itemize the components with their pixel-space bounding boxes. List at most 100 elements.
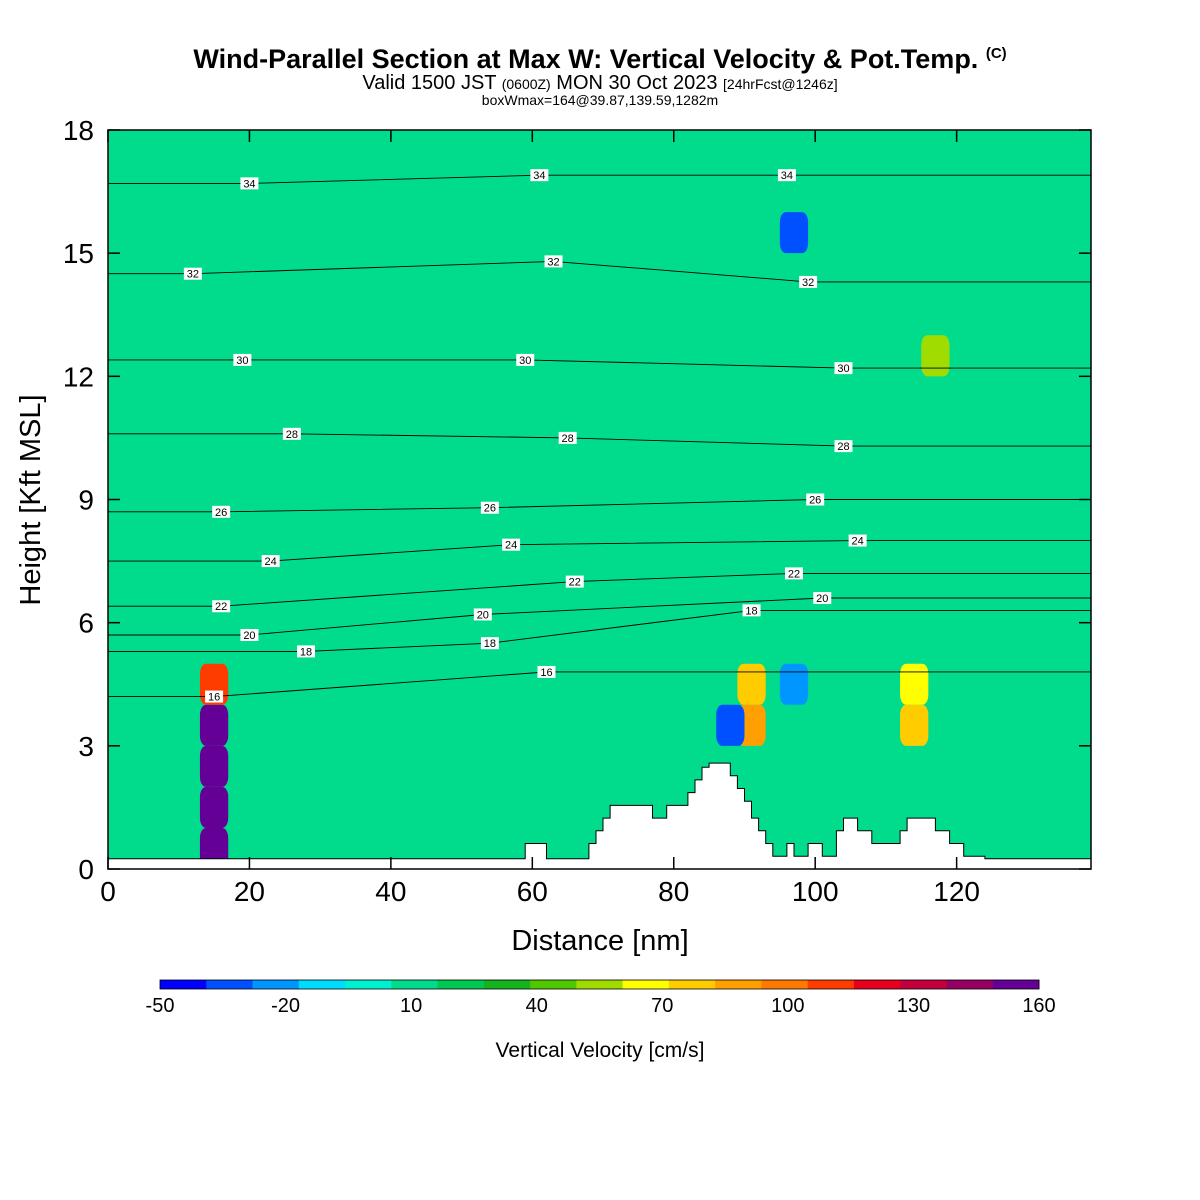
x-tick-label: 100 bbox=[792, 876, 839, 907]
contour-label-box bbox=[806, 493, 825, 506]
y-tick-label: 9 bbox=[78, 485, 94, 516]
contour-label-text: 18 bbox=[484, 638, 496, 650]
axes: 0 20 40 60 80 100 120 0 3 6 9 12 15 18 bbox=[63, 115, 1092, 907]
contour-label-text: 22 bbox=[569, 577, 581, 589]
velocity-cell bbox=[199, 704, 229, 746]
y-tick-label: 6 bbox=[78, 608, 94, 639]
contour-label: 30 bbox=[834, 362, 853, 375]
contour-label-box bbox=[473, 608, 492, 621]
chart-subtitle: Valid 1500 JST (0600Z) MON 30 Oct 2023 [… bbox=[0, 72, 1200, 95]
contour-label-text: 24 bbox=[265, 556, 277, 568]
velocity-cell bbox=[779, 212, 809, 254]
contour-label-text: 18 bbox=[745, 605, 757, 617]
title-main: Wind-Parallel Section at Max W: Vertical… bbox=[193, 44, 979, 74]
contour-label: 22 bbox=[565, 575, 584, 589]
contour-label: 28 bbox=[558, 431, 577, 445]
contour-label: 26 bbox=[480, 501, 499, 515]
contour-label: 34 bbox=[777, 169, 796, 182]
y-tick-label: 0 bbox=[78, 854, 94, 885]
contour-label-box bbox=[530, 169, 549, 182]
y-tick-label: 3 bbox=[78, 731, 94, 762]
velocity-cell bbox=[921, 335, 950, 377]
contour-label-text: 30 bbox=[519, 355, 531, 367]
colorbar-label: Vertical Velocity [cm/s] bbox=[496, 1039, 705, 1062]
contour-labels: 16 16 18 18 18 20 20 20 22 22 22 24 24 24 26 26 26 28 28 28… bbox=[183, 169, 867, 704]
contour-label: 22 bbox=[784, 567, 803, 580]
colorbar: -50 -20 10 40 70 100 130 160 bbox=[146, 979, 1056, 1017]
contour-label-box bbox=[834, 362, 853, 375]
colorbar-swatch bbox=[715, 980, 762, 989]
valid-utc: (0600Z) bbox=[501, 76, 551, 92]
colorbar-swatch bbox=[668, 980, 716, 989]
contour-label-text: 18 bbox=[300, 646, 312, 658]
colorbar-tick-label: 130 bbox=[897, 995, 930, 1017]
x-axis-label: Distance [nm] bbox=[511, 925, 688, 957]
contour-label: 28 bbox=[282, 427, 301, 441]
terrain-profile bbox=[107, 762, 1092, 870]
contour-label-text: 30 bbox=[837, 363, 849, 375]
velocity-cell bbox=[737, 663, 766, 705]
colorbar-swatch bbox=[437, 980, 485, 989]
contour-label-box bbox=[834, 440, 853, 453]
contour-label-text: 22 bbox=[215, 601, 227, 613]
chart-title: Wind-Parallel Section at Max W: Vertical… bbox=[0, 44, 1200, 75]
contour-label-text: 20 bbox=[477, 609, 489, 621]
contour-label: 18 bbox=[297, 645, 316, 658]
colorbar-tick-label: -50 bbox=[146, 995, 175, 1017]
contour-label-text: 22 bbox=[788, 568, 800, 580]
contour-label-box bbox=[558, 431, 577, 444]
contour-label: 26 bbox=[212, 505, 231, 519]
contour-label: 26 bbox=[806, 493, 825, 507]
colorbar-swatch bbox=[853, 980, 901, 989]
copyright-mark: (C) bbox=[985, 45, 1007, 62]
contour-label: 30 bbox=[516, 353, 535, 367]
colorbar-swatch bbox=[160, 980, 207, 989]
contour-label: 32 bbox=[799, 275, 818, 289]
contour-label-text: 26 bbox=[215, 507, 227, 519]
contour-label-text: 34 bbox=[243, 178, 255, 190]
contour-label-text: 24 bbox=[505, 540, 517, 552]
contour-label-box bbox=[799, 275, 818, 288]
contour-label-box bbox=[565, 575, 584, 588]
valid-prefix: Valid 1500 JST bbox=[362, 72, 497, 94]
contour-label-box bbox=[282, 427, 301, 440]
contour-label-box bbox=[261, 555, 280, 568]
contour-label: 24 bbox=[502, 538, 521, 552]
contour-label: 20 bbox=[813, 592, 832, 605]
x-tick-label: 80 bbox=[658, 876, 689, 907]
contour-label: 22 bbox=[212, 600, 231, 613]
contour-label: 28 bbox=[834, 440, 853, 453]
colorbar-swatch bbox=[391, 980, 439, 989]
velocity-cell bbox=[199, 786, 229, 828]
x-tick-label: 0 bbox=[100, 876, 116, 907]
x-tick-label: 120 bbox=[933, 876, 980, 907]
colorbar-swatch bbox=[946, 980, 994, 989]
colorbar-swatch bbox=[206, 980, 254, 989]
contour-label-box bbox=[240, 628, 259, 641]
contour-label-box bbox=[480, 637, 499, 650]
contour-label: 20 bbox=[240, 628, 259, 642]
colorbar-swatch bbox=[298, 980, 346, 989]
contour-label-box bbox=[297, 645, 316, 658]
contour-label-text: 28 bbox=[286, 429, 298, 441]
contour-label: 34 bbox=[530, 169, 549, 182]
y-tick-label: 12 bbox=[63, 361, 94, 392]
x-tick-label: 40 bbox=[375, 876, 406, 907]
contour-label-box bbox=[205, 690, 224, 703]
contour-label-box bbox=[777, 169, 796, 182]
contour-label: 30 bbox=[233, 353, 252, 367]
contour-label: 18 bbox=[742, 604, 761, 617]
y-tick-label: 15 bbox=[63, 238, 94, 269]
colorbar-tick-label: 160 bbox=[1022, 995, 1055, 1017]
contour-label-text: 32 bbox=[187, 269, 199, 281]
contour-label-box bbox=[183, 267, 202, 280]
pot-temp-line bbox=[108, 671, 1091, 698]
forecast-info: [24hrFcst@1246z] bbox=[723, 76, 838, 92]
colorbar-swatch bbox=[900, 980, 947, 989]
colorbar-tick-label: -20 bbox=[271, 995, 300, 1017]
velocity-cell bbox=[779, 663, 809, 705]
contour-label-box bbox=[233, 353, 252, 366]
colorbar-tick-label: 40 bbox=[526, 995, 548, 1017]
contour-label: 34 bbox=[240, 177, 259, 190]
contour-label-text: 34 bbox=[781, 170, 793, 182]
